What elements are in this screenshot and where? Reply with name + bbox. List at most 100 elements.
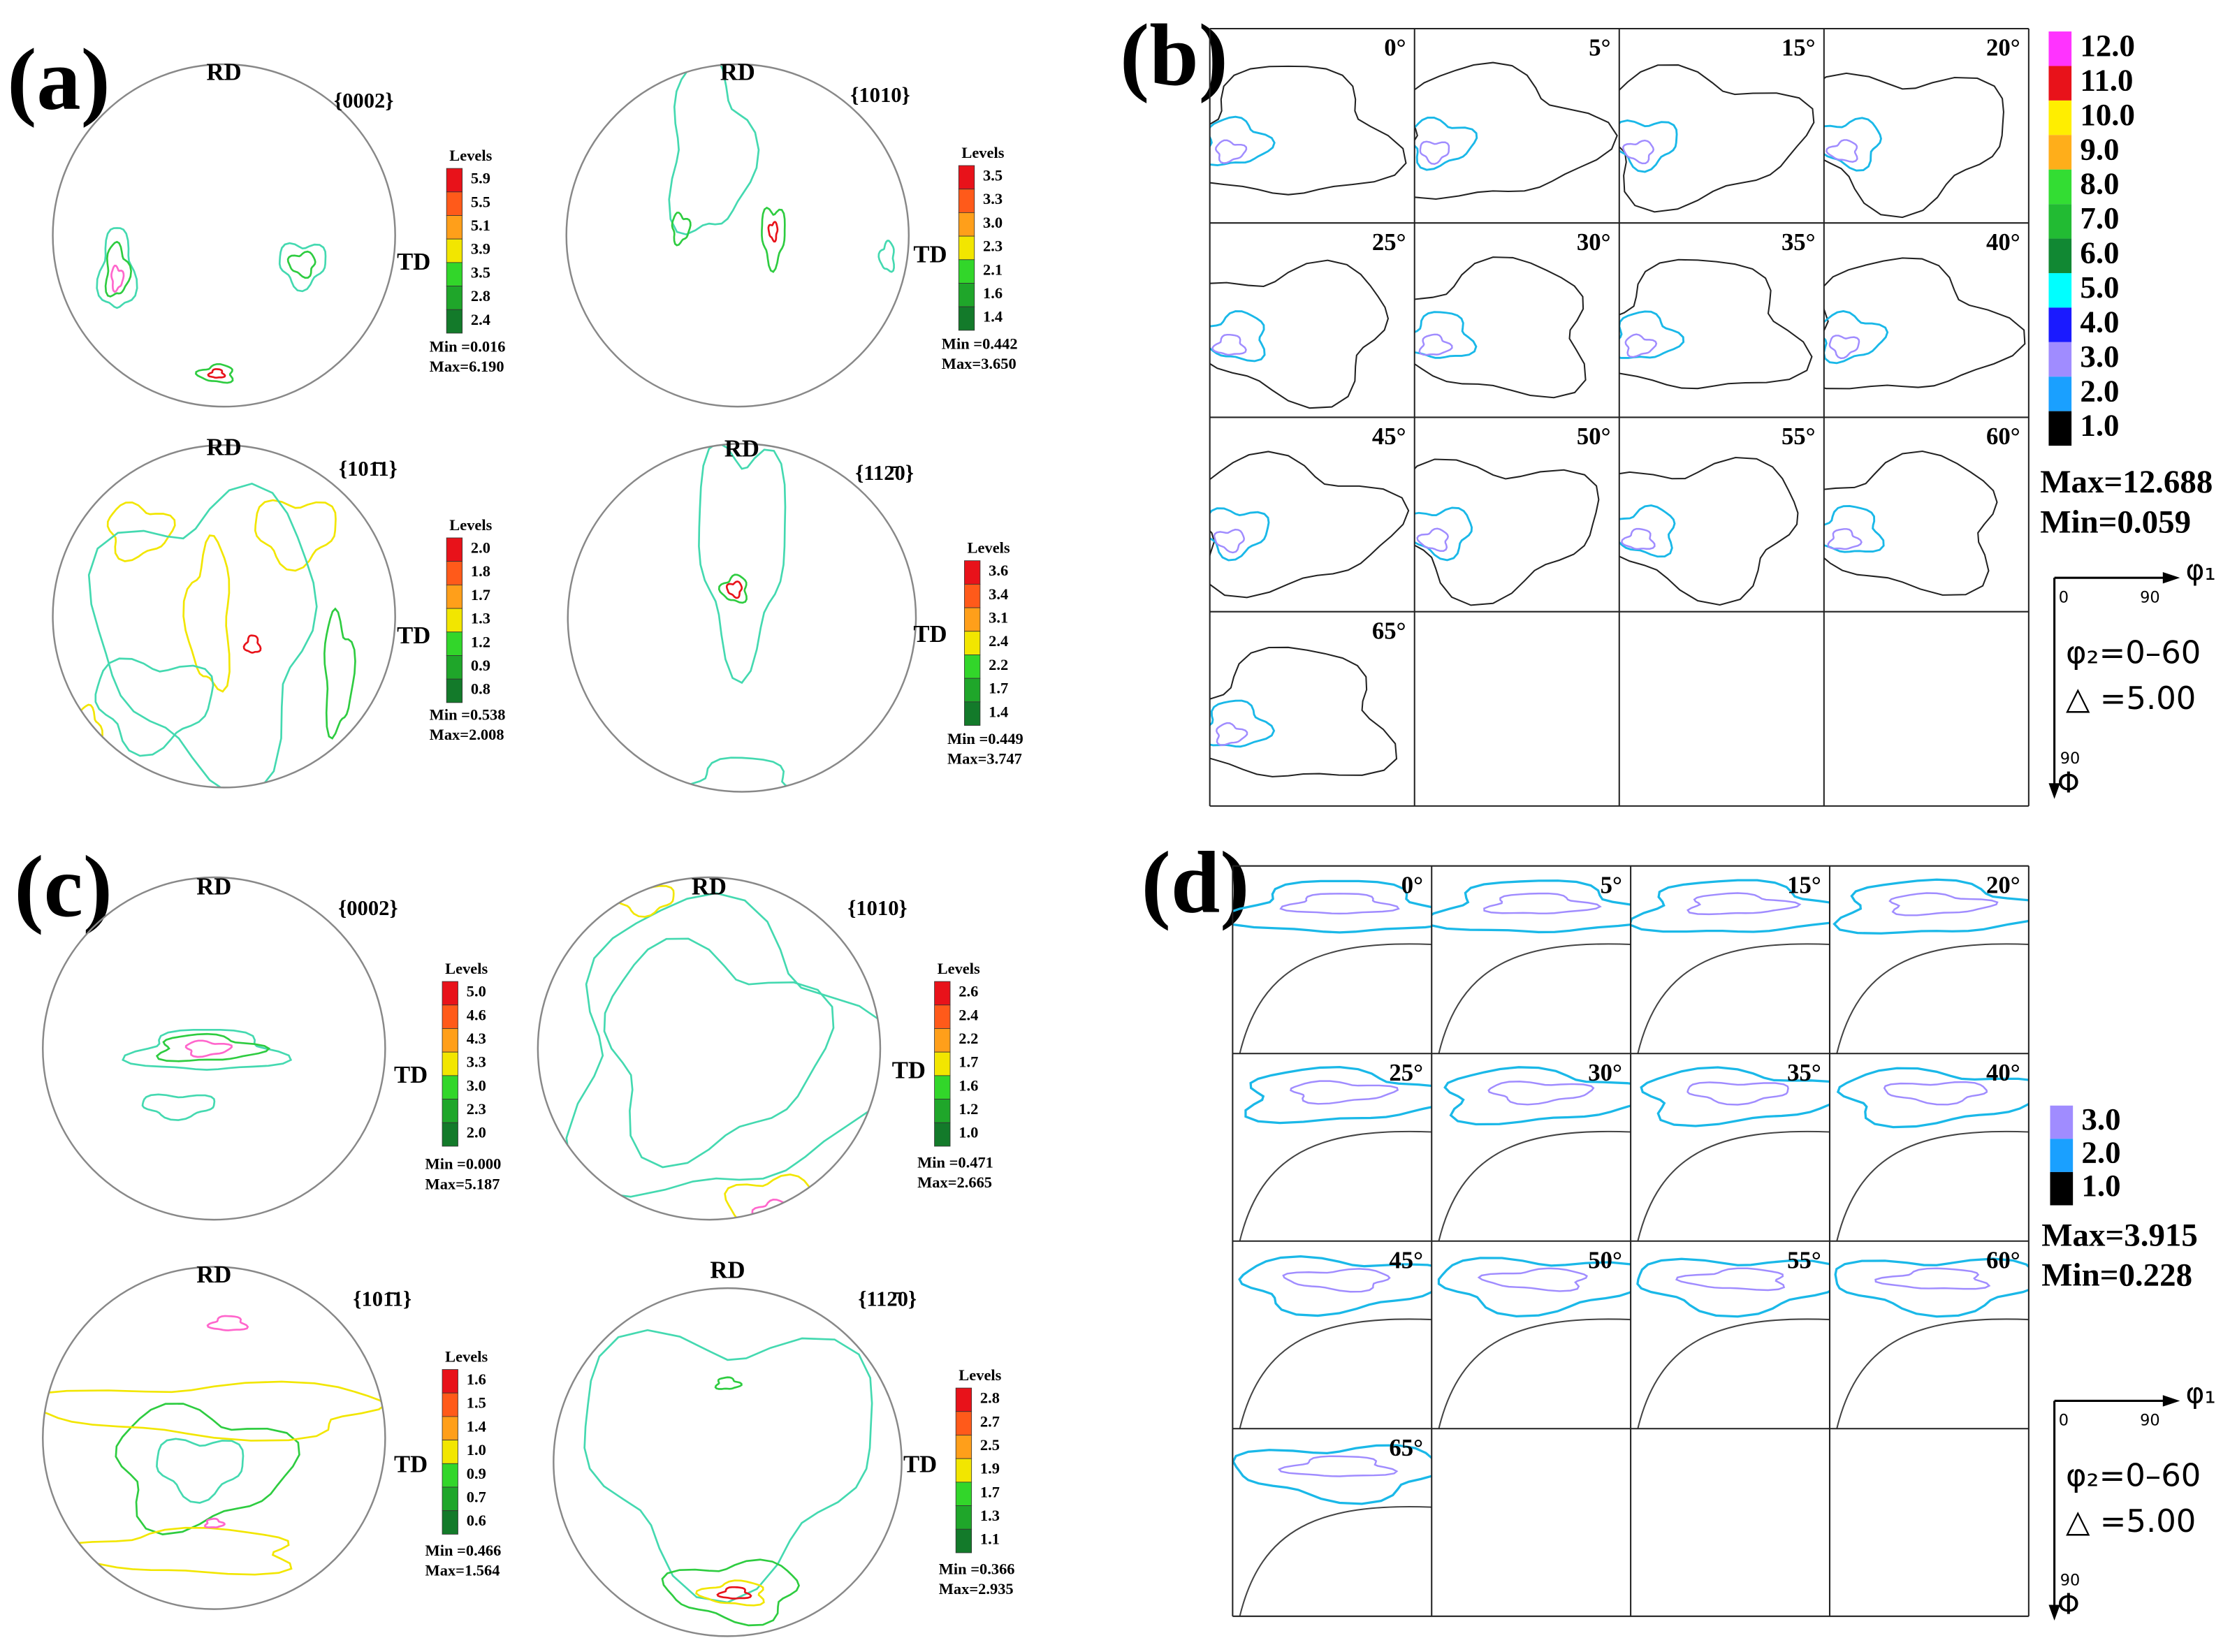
legend-swatch — [2048, 135, 2072, 170]
contour — [1827, 528, 1863, 550]
section-label: 25° — [1372, 228, 1406, 256]
contour — [716, 1586, 752, 1600]
min-label: Min =0.538 — [430, 706, 506, 723]
level-swatch — [442, 981, 458, 1006]
contour — [1438, 1318, 1631, 1429]
contour — [1414, 61, 1618, 200]
plane-label: {0002} — [338, 896, 398, 920]
td-label: TD — [394, 1061, 428, 1088]
contour — [1211, 333, 1247, 356]
pole-circle — [42, 1266, 386, 1610]
level-value: 1.3 — [471, 610, 490, 627]
level-swatch — [442, 1463, 458, 1488]
contour — [717, 573, 748, 604]
contours — [1209, 259, 1390, 409]
contour — [1209, 507, 1270, 562]
level-swatch — [446, 309, 463, 334]
level-value: 1.3 — [980, 1507, 1000, 1524]
levels-title: Levels — [445, 960, 488, 977]
min-label: Min =0.449 — [947, 730, 1023, 747]
level-value: 1.2 — [471, 633, 490, 650]
level-swatch — [955, 1458, 972, 1483]
legend-swatch — [2048, 377, 2072, 411]
contour — [1823, 505, 1885, 553]
section-label: 50° — [1577, 423, 1611, 450]
contour — [1431, 879, 1631, 934]
level-value: 1.4 — [989, 703, 1008, 720]
level-swatch — [955, 1387, 972, 1412]
levels-title: Levels — [968, 539, 1010, 556]
contours — [1832, 878, 2029, 1054]
level-value: 1.4 — [983, 308, 1003, 326]
contour — [1619, 504, 1676, 558]
level-swatch — [446, 286, 463, 310]
level-swatch — [958, 235, 975, 261]
contour — [1836, 1318, 2029, 1429]
contour — [1414, 458, 1600, 606]
contour — [106, 502, 176, 562]
contours — [565, 884, 880, 1220]
plane-label: {1010} — [850, 83, 910, 107]
level-value: 2.2 — [989, 656, 1008, 673]
section-label: 65° — [1389, 1434, 1423, 1461]
axis-label: Φ — [2057, 766, 2080, 799]
step-label: △ =5.00 — [2066, 680, 2196, 717]
levels-title: Levels — [938, 960, 980, 977]
level-swatch — [964, 655, 981, 679]
contour — [1637, 943, 1830, 1054]
level-value: 1.2 — [959, 1100, 978, 1118]
contours — [1431, 879, 1631, 1054]
level-swatch — [955, 1482, 972, 1506]
plane-label: {112̄0} — [858, 1287, 917, 1311]
legend-value: 3.0 — [2081, 1102, 2120, 1136]
arrowhead — [2162, 1395, 2180, 1407]
contours — [1209, 451, 1410, 599]
axis-tick: 90 — [2140, 588, 2160, 606]
level-value: 2.4 — [471, 311, 490, 328]
legend-swatch — [2048, 100, 2072, 136]
min-label: Min =0.466 — [425, 1542, 502, 1559]
level-swatch — [446, 584, 463, 609]
level-swatch — [934, 1028, 951, 1053]
level-value: 2.6 — [959, 983, 978, 1000]
section-label: 5° — [1589, 34, 1610, 61]
td-label: TD — [903, 1450, 937, 1477]
level-value: 5.5 — [471, 193, 490, 210]
contour — [725, 580, 743, 599]
legend-value: 6.0 — [2080, 235, 2119, 270]
level-value: 1.7 — [980, 1483, 1000, 1500]
contour — [661, 1558, 801, 1627]
contours — [1239, 1065, 1432, 1241]
section-label: 30° — [1588, 1059, 1622, 1086]
level-value: 1.7 — [959, 1053, 978, 1071]
contour — [1823, 310, 1889, 365]
phi2-range: φ₂=0–60 — [2066, 1457, 2201, 1494]
level-value: 0.9 — [467, 1465, 486, 1482]
contour — [1277, 1455, 1399, 1477]
min-label: Min =0.442 — [942, 335, 1018, 352]
panel-label: (a) — [7, 31, 110, 129]
min-label: Min =0.471 — [917, 1154, 993, 1171]
level-value: 3.5 — [471, 263, 490, 281]
section-label: 55° — [1781, 423, 1816, 450]
contours — [583, 1329, 873, 1627]
level-swatch — [442, 1099, 458, 1123]
level-value: 2.0 — [471, 539, 490, 556]
max-label: Max=3.747 — [947, 750, 1022, 768]
contours — [1232, 1444, 1432, 1616]
contours — [1238, 1255, 1432, 1429]
levels-title: Levels — [445, 1347, 488, 1365]
contours — [122, 1028, 293, 1121]
contour — [1624, 333, 1658, 358]
level-value: 1.6 — [467, 1370, 486, 1388]
legend-swatch — [2048, 272, 2072, 308]
min-label: Min =0.366 — [939, 1560, 1015, 1578]
contours — [1619, 258, 1813, 390]
section-label: 50° — [1588, 1246, 1622, 1273]
level-swatch — [958, 306, 975, 331]
legend-value: 12.0 — [2080, 28, 2135, 63]
contour — [1631, 879, 1830, 933]
contour — [1874, 1267, 1991, 1290]
contours — [1823, 257, 2026, 390]
